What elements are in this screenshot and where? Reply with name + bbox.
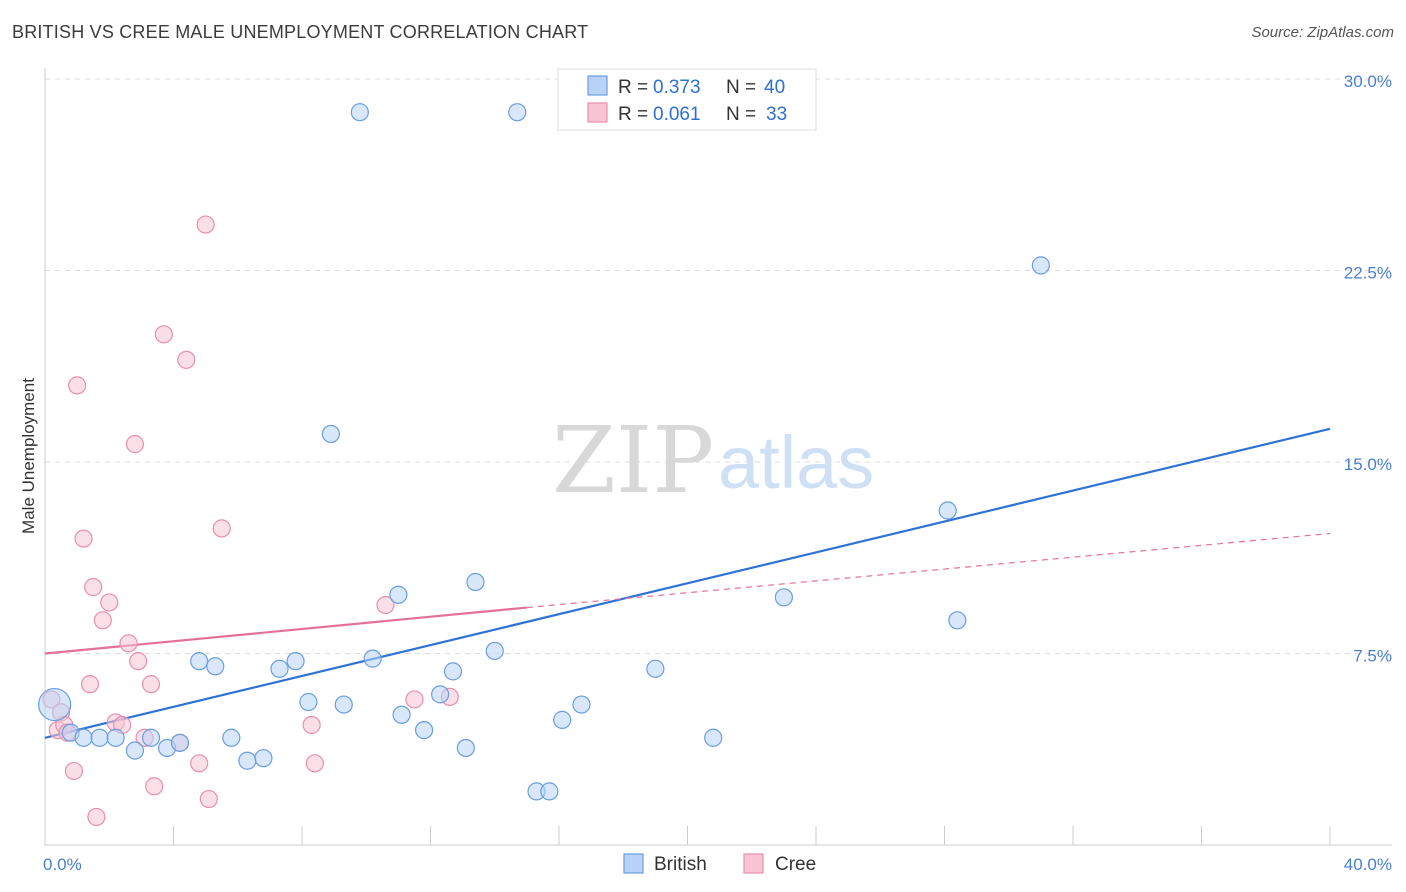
british-point xyxy=(321,424,341,444)
british-point xyxy=(206,657,225,676)
british-point xyxy=(190,652,209,671)
x-tick-label: 0.0% xyxy=(43,855,82,874)
british-point xyxy=(553,710,572,729)
cree-point xyxy=(190,754,209,773)
cree-n-value: 33 xyxy=(766,104,787,125)
british-point xyxy=(299,692,318,712)
british-point xyxy=(270,659,289,678)
y-axis-label: Male Unemployment xyxy=(19,378,38,534)
cree-legend-swatch xyxy=(587,102,608,123)
grid-layer xyxy=(45,78,1392,654)
british-point xyxy=(431,685,450,704)
y-tick-label: 22.5% xyxy=(1344,264,1392,283)
british-point xyxy=(443,662,463,681)
watermark: ZIP atlas xyxy=(552,407,874,514)
british-point xyxy=(572,695,591,714)
british-point xyxy=(456,738,475,758)
cree-point xyxy=(196,215,215,234)
cree-point xyxy=(154,325,173,344)
british-point xyxy=(540,782,559,801)
stats-legend: R = 0.373 N = 40 R = 0.061 N = 33 xyxy=(557,68,817,131)
british-series-label: British xyxy=(654,854,707,875)
axis-layer: 7.5% 15.0% 22.5% 30.0% 0.0% 40.0% xyxy=(43,68,1392,874)
cree-point xyxy=(119,634,138,653)
british-r-value: 0.373 xyxy=(653,77,701,98)
british-point xyxy=(948,611,967,630)
cree-r-label: R = xyxy=(618,104,648,125)
cree-n-label: N = xyxy=(726,104,756,125)
british-point xyxy=(334,695,353,714)
watermark-atlas: atlas xyxy=(718,421,874,504)
british-point xyxy=(414,720,434,740)
y-tick-label: 7.5% xyxy=(1353,647,1392,666)
cree-series-label: Cree xyxy=(775,854,816,875)
british-point xyxy=(363,649,382,668)
cree-trend-extension xyxy=(526,532,1331,609)
british-point xyxy=(485,641,504,661)
british-point xyxy=(466,572,485,592)
british-point xyxy=(1031,256,1050,275)
cree-point xyxy=(74,529,93,548)
cree-series-swatch xyxy=(743,853,764,874)
british-point xyxy=(392,705,411,724)
cree-point xyxy=(68,376,87,395)
cree-point xyxy=(212,519,231,538)
british-point xyxy=(106,728,125,747)
y-tick-label: 30.0% xyxy=(1344,72,1392,91)
cree-point xyxy=(145,777,164,796)
british-point xyxy=(774,588,793,607)
british-trend-line xyxy=(44,427,1331,739)
cree-point xyxy=(100,593,119,612)
british-point xyxy=(389,585,408,604)
british-point xyxy=(170,733,190,752)
cree-point xyxy=(80,675,100,694)
cree-point xyxy=(405,690,424,709)
british-point xyxy=(646,659,665,678)
british-point xyxy=(38,687,72,722)
source-credit: Source: ZipAtlas.com xyxy=(1251,24,1394,41)
series-legend: British Cree xyxy=(623,853,816,875)
british-point xyxy=(222,728,241,747)
cree-point xyxy=(141,675,161,694)
british-point xyxy=(90,728,109,747)
british-point xyxy=(286,652,305,671)
cree-point xyxy=(177,350,196,369)
british-series-swatch xyxy=(623,853,644,874)
british-point xyxy=(125,741,145,760)
british-n-label: N = xyxy=(726,77,756,98)
watermark-zip: ZIP xyxy=(552,407,714,514)
points-layer xyxy=(38,103,1050,827)
cree-point xyxy=(84,578,103,597)
british-point xyxy=(141,728,161,747)
x-tick-label: 40.0% xyxy=(1344,855,1392,874)
cree-point xyxy=(302,715,321,735)
cree-r-value: 0.061 xyxy=(653,104,701,125)
british-point xyxy=(704,728,723,747)
british-point xyxy=(508,103,527,122)
british-point xyxy=(74,728,93,747)
british-n-value: 40 xyxy=(764,77,785,98)
cree-point xyxy=(305,754,324,773)
cree-point xyxy=(64,761,84,781)
british-point xyxy=(254,749,273,768)
cree-point xyxy=(87,807,106,827)
british-r-label: R = xyxy=(618,77,648,98)
british-point xyxy=(938,501,957,520)
british-legend-swatch xyxy=(587,75,608,96)
cree-point xyxy=(129,652,148,671)
british-point xyxy=(238,751,257,770)
cree-point xyxy=(125,435,145,454)
british-point xyxy=(350,103,369,122)
cree-point xyxy=(376,595,395,615)
cree-point xyxy=(199,789,218,809)
cree-point xyxy=(93,611,112,630)
cree-trend-line xyxy=(44,606,527,655)
chart-title: BRITISH VS CREE MALE UNEMPLOYMENT CORREL… xyxy=(12,22,589,42)
y-tick-label: 15.0% xyxy=(1344,455,1392,474)
